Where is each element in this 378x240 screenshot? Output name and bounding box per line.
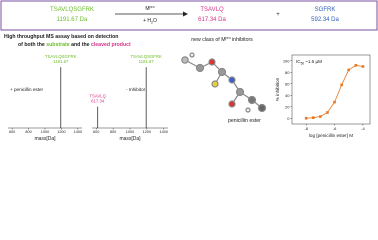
x-tick-label: 800 [25,130,31,134]
data-point [361,65,365,68]
data-point [354,64,358,67]
substrate-name: TSAVLQSGFRK [50,7,94,13]
plus: + [276,12,280,18]
x-tick-label: 600 [93,130,99,134]
annotation: - Inhibitor [126,87,146,92]
x-tick-label: -4 [361,126,365,131]
x-tick-label: 1200 [57,130,65,134]
y-axis-label: % inhibition [275,77,280,101]
assay-text: and the [71,42,90,48]
reaction-box [0,0,378,31]
water-sub: 2 [151,21,153,25]
x-axis-label: log [penicillin ester] M [309,133,353,138]
water: + H2O [143,18,157,25]
water-h: + H [143,18,151,24]
product-1-name: TSAVLQ [200,7,224,13]
peak-mass: 1191.67 [53,59,69,64]
enzyme-sup: pro [150,5,155,9]
assay-title-2: of both the substrate and the cleaved pr… [18,42,131,48]
data-point [319,115,322,118]
inhibitors-title: new class of Mpro inhibitors [191,35,253,43]
y-tick-label: 60 [285,81,290,86]
enzyme-m: M [145,6,149,12]
y-tick-label: 80 [285,70,290,75]
annotation-ic: IC [296,59,301,64]
x-tick-label: -8 [304,126,308,131]
assay-text: of both the [18,42,45,48]
y-tick-label: 0 [287,116,290,121]
data-point [347,68,351,72]
x-axis-label: mass[Da] [34,136,56,142]
molecule-label: penicillin ester [228,118,261,124]
x-tick-label: 800 [110,130,116,134]
peak-mass: 1191.67 [139,59,155,64]
water-o: O [153,18,157,24]
y-tick-label: 20 [285,104,290,109]
product-2-mass: 592.34 Da [311,17,339,23]
data-point [326,111,329,114]
assay-substrate: substrate [46,42,69,48]
fit-line [306,64,363,119]
x-tick-label: 600 [9,130,15,134]
inhibitors-text: inhibitors [232,37,253,43]
x-tick-label: 1400 [74,130,82,134]
inhibitors-text: new class of M [191,37,225,43]
peak-label: TSAVLQ [89,94,106,99]
annotation-sub: 50 [301,62,305,66]
x-tick-label: 1000 [41,130,49,134]
annotation: + penicillin ester [10,87,44,92]
x-axis-label: mass[Da] [119,136,141,142]
x-tick-label: 1400 [160,130,168,134]
data-point [333,100,336,104]
x-tick-label: -6 [333,126,337,131]
inhibitors-sup: pro [226,36,231,40]
assay-product: cleaved product [91,42,131,48]
y-tick-label: 100 [283,58,290,63]
x-tick-label: 1000 [126,130,134,134]
page: TSAVLQSGFRK 1191.67 Da Mpro + H2O TSAVLQ… [0,0,378,142]
product-1-mass: 617.34 Da [198,17,226,23]
product-2-name: SGFRK [315,7,336,13]
enzyme: Mpro [145,5,154,12]
plot-frame [291,54,371,125]
data-point [304,116,308,120]
peak-mass: 617.34 [91,99,105,104]
annotation: IC50~1.6 µM [296,59,322,66]
arrow-head [183,11,188,17]
data-point [311,116,315,119]
annotation-value: ~1.6 µM [305,59,322,64]
y-tick-label: 40 [285,93,290,98]
assay-title-1: High throughput MS assay based on detect… [4,34,118,40]
x-tick-label: 1200 [143,130,151,134]
substrate-mass: 1191.67 Da [57,17,88,23]
molecule [181,52,267,113]
peak-label: TSAVLQSGFRK [45,54,77,59]
data-point [340,83,343,87]
peak-label: TSAVLQSGFRK [130,54,162,59]
figure: TSAVLQSGFRK 1191.67 Da Mpro + H2O TSAVLQ… [0,0,378,142]
